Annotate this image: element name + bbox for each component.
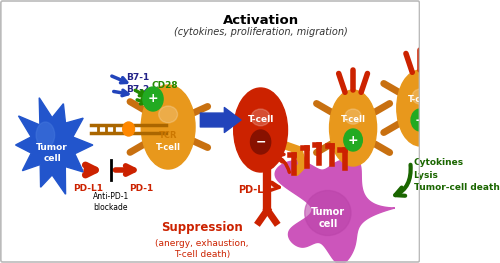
Text: TCR: TCR [159,130,178,139]
Ellipse shape [330,90,376,166]
Circle shape [411,109,430,131]
Text: T-cell: T-cell [248,115,274,124]
FancyArrowPatch shape [266,175,279,190]
Text: T-cell: T-cell [408,95,433,104]
FancyArrowPatch shape [276,154,289,172]
Ellipse shape [304,190,351,235]
Ellipse shape [397,70,444,146]
Text: +: + [148,93,158,105]
FancyArrowPatch shape [200,108,241,133]
Text: CD28: CD28 [152,80,178,89]
Text: Cytokines
Lysis
Tumor-cell death: Cytokines Lysis Tumor-cell death [414,158,500,192]
Circle shape [122,122,134,136]
Text: (cytokines, proliferation, migration): (cytokines, proliferation, migration) [174,27,348,37]
Text: Activation: Activation [222,14,298,27]
Text: Suppression: Suppression [161,221,242,235]
Text: +: + [348,134,358,146]
Ellipse shape [36,122,54,148]
Text: T-cell: T-cell [340,115,365,124]
Circle shape [143,87,163,111]
Text: Tumor
cell: Tumor cell [311,207,345,229]
Ellipse shape [251,109,270,126]
Text: B7-2: B7-2 [126,84,150,94]
Text: T-cell: T-cell [156,143,180,151]
Ellipse shape [158,106,178,123]
Text: (anergy, exhaustion,: (anergy, exhaustion, [155,239,248,247]
Text: −: − [256,135,266,149]
Circle shape [344,129,362,151]
Ellipse shape [234,88,287,172]
Polygon shape [16,98,93,194]
Text: Tumor
cell: Tumor cell [36,143,68,163]
Ellipse shape [412,89,428,104]
Text: B7-1: B7-1 [126,73,150,82]
Polygon shape [275,159,395,263]
FancyArrowPatch shape [395,165,410,196]
Ellipse shape [345,109,362,124]
Ellipse shape [141,85,195,169]
Text: Anti-PD-1
blockade: Anti-PD-1 blockade [93,192,129,212]
Text: PD-1: PD-1 [129,184,154,193]
Text: +: + [415,114,426,127]
Text: PD-L1: PD-L1 [74,184,104,193]
Circle shape [250,130,270,154]
Text: PD-L1: PD-L1 [238,185,271,195]
Text: T-cell death): T-cell death) [174,250,230,259]
